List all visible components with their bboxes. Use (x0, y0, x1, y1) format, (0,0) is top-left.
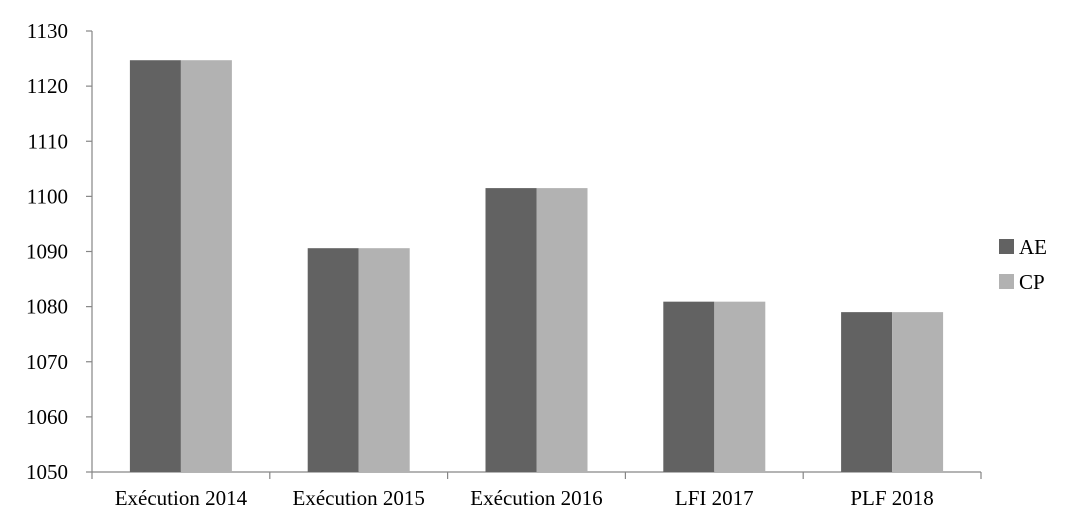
y-tick-label: 1100 (27, 184, 68, 208)
x-category-label: Exécution 2016 (470, 486, 602, 510)
bar-cp (358, 248, 410, 472)
bar-cp (180, 60, 232, 473)
bar-ae (307, 248, 359, 472)
x-axis: Exécution 2014 Exécution 2015 Exécution 20… (91, 471, 982, 510)
y-tick-label: 1130 (27, 19, 68, 43)
x-category-label: Exécution 2014 (115, 486, 248, 510)
y-tick-label: 1050 (26, 460, 68, 484)
y-tick-label: 1060 (26, 405, 68, 429)
legend-label-cp: CP (1019, 270, 1045, 294)
bar-cp (714, 301, 766, 472)
y-tick-label: 1090 (26, 240, 68, 264)
bar-cp (892, 312, 944, 472)
bar-ae (841, 312, 893, 472)
bars-group (129, 60, 944, 473)
bar-ae (485, 188, 537, 472)
y-axis: 1050 1060 1070 1080 1090 1100 1110 1120 1130 (26, 19, 93, 484)
bar-cp (536, 188, 588, 472)
y-tick-label: 1120 (27, 74, 68, 98)
legend: AE CP (999, 235, 1047, 294)
y-tick-label: 1070 (26, 350, 68, 374)
x-category-label: LFI 2017 (675, 486, 754, 510)
legend-swatch-cp (999, 274, 1014, 289)
legend-label-ae: AE (1019, 235, 1047, 259)
x-category-label: PLF 2018 (850, 486, 933, 510)
legend-swatch-ae (999, 239, 1014, 254)
x-category-label: Exécution 2015 (293, 486, 425, 510)
bar-ae (663, 301, 715, 472)
y-tick-label: 1110 (28, 129, 68, 153)
bar-ae (129, 60, 181, 473)
y-tick-label: 1080 (26, 295, 68, 319)
